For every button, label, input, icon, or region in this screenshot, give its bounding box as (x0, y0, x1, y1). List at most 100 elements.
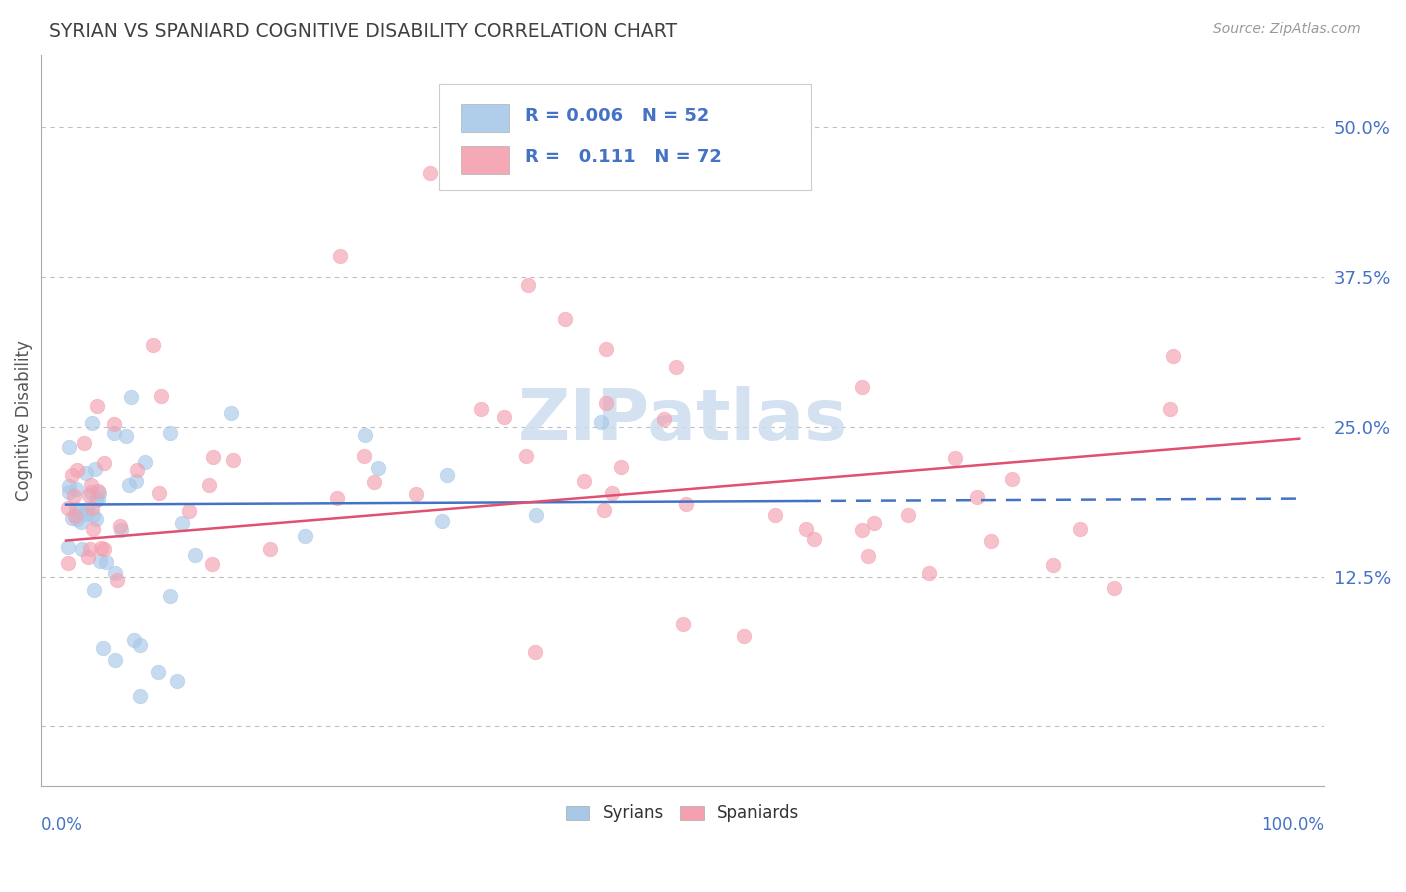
Point (572, 475, 595, 489)
Point (58, 556, 80, 570)
Point (966, 490, 988, 504)
Point (134, 455, 156, 469)
Text: R = 0.006   N = 52: R = 0.006 N = 52 (524, 107, 709, 125)
Point (943, 450, 966, 465)
Point (79, 541, 101, 556)
Point (118, 477, 141, 491)
Point (63, 508, 86, 523)
Point (851, 523, 873, 537)
Point (363, 475, 385, 490)
Point (77, 549, 100, 564)
Point (104, 653, 127, 667)
Point (83, 582, 105, 597)
Point (980, 533, 1002, 548)
Y-axis label: Cognitive Disability: Cognitive Disability (15, 340, 32, 501)
Point (405, 487, 427, 501)
Point (93, 541, 115, 556)
Point (148, 486, 170, 500)
Text: ZIPatlas: ZIPatlas (517, 386, 848, 455)
Point (125, 462, 148, 476)
Text: SYRIAN VS SPANIARD COGNITIVE DISABILITY CORRELATION CHART: SYRIAN VS SPANIARD COGNITIVE DISABILITY … (49, 22, 678, 41)
Point (523, 645, 546, 659)
Point (84, 512, 107, 526)
Point (75, 507, 97, 521)
Point (91, 641, 114, 656)
Point (66, 463, 89, 477)
Point (69, 504, 91, 518)
Point (86, 483, 108, 498)
Point (120, 390, 142, 404)
Point (1000, 472, 1022, 486)
Point (89, 486, 111, 500)
FancyBboxPatch shape (461, 145, 509, 174)
FancyBboxPatch shape (461, 104, 509, 132)
Point (62, 489, 84, 503)
Point (1163, 349, 1185, 363)
Point (69, 516, 91, 530)
Point (672, 617, 695, 632)
Point (652, 411, 675, 425)
Point (58, 441, 80, 455)
Point (89, 554, 111, 568)
Text: Source: ZipAtlas.com: Source: ZipAtlas.com (1213, 22, 1361, 37)
Point (103, 417, 125, 432)
Point (595, 396, 617, 410)
Point (593, 502, 616, 516)
Point (60, 511, 83, 525)
Point (72, 435, 94, 450)
Point (595, 342, 617, 356)
Point (554, 311, 576, 326)
Point (159, 425, 181, 440)
Point (918, 566, 941, 580)
Point (58, 479, 80, 493)
Point (856, 549, 879, 563)
Point (129, 690, 152, 704)
Point (76, 502, 98, 516)
Text: R =   0.111   N = 72: R = 0.111 N = 72 (524, 148, 721, 167)
Point (90, 541, 112, 556)
Point (108, 518, 131, 533)
Point (82, 508, 104, 522)
Point (863, 516, 886, 531)
Point (609, 459, 631, 474)
Point (665, 359, 688, 374)
Point (86, 399, 108, 413)
Point (470, 401, 492, 416)
Point (524, 508, 547, 523)
Point (148, 665, 170, 680)
Point (72, 541, 94, 556)
Text: 100.0%: 100.0% (1261, 816, 1324, 834)
Point (80, 484, 103, 499)
Point (517, 278, 540, 293)
Point (94, 555, 117, 569)
Point (170, 516, 193, 530)
Point (84, 492, 107, 507)
Point (675, 497, 697, 511)
Point (294, 529, 316, 543)
Point (87, 492, 110, 507)
Point (125, 474, 148, 488)
Point (436, 468, 458, 483)
Point (65, 502, 87, 516)
Legend: Syrians, Spaniards: Syrians, Spaniards (560, 797, 806, 829)
Point (58, 541, 80, 555)
Point (354, 427, 377, 442)
Point (329, 250, 352, 264)
Point (1159, 401, 1181, 416)
Point (763, 508, 786, 522)
Point (75, 466, 97, 480)
Point (82, 522, 104, 536)
Point (110, 523, 132, 537)
Point (159, 589, 181, 603)
Point (80, 500, 103, 515)
Point (93, 456, 115, 470)
Point (803, 532, 825, 546)
Point (104, 566, 127, 581)
Point (1069, 522, 1091, 536)
Point (65, 482, 87, 496)
Point (353, 449, 375, 463)
Point (149, 389, 172, 403)
Point (602, 486, 624, 500)
Point (851, 379, 873, 393)
Point (419, 165, 441, 179)
